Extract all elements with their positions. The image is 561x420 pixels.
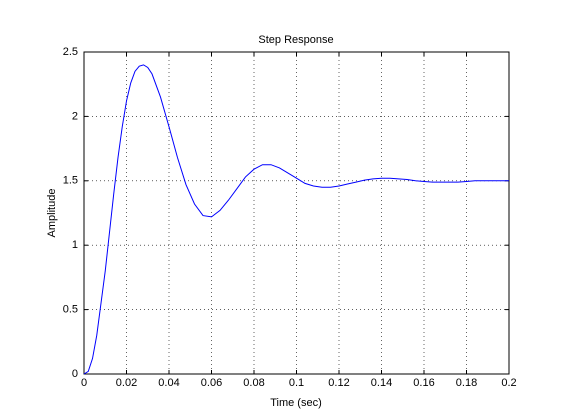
y-tick-label: 2.5 — [63, 46, 78, 58]
y-tick-label: 1.5 — [63, 175, 78, 187]
y-tick-label: 0.5 — [63, 304, 78, 316]
x-tick-label: 0 — [81, 377, 87, 389]
x-tick-label: 0.06 — [201, 377, 222, 389]
x-tick-label: 0.04 — [158, 377, 179, 389]
x-tick-label: 0.02 — [116, 377, 137, 389]
x-axis-label: Time (sec) — [270, 397, 322, 409]
x-tick-label: 0.12 — [328, 377, 349, 389]
x-tick-label: 0.16 — [413, 377, 434, 389]
x-tick-label: 0.08 — [243, 377, 264, 389]
x-tick-label: 0.14 — [371, 377, 392, 389]
y-tick-label: 0 — [72, 368, 78, 380]
x-tick-label: 0.18 — [456, 377, 477, 389]
x-tick-label: 0.2 — [501, 377, 516, 389]
y-tick-label: 2 — [72, 110, 78, 122]
y-axis-label: Amplitude — [46, 189, 58, 238]
line — [83, 64, 509, 375]
x-tick-label: 0.1 — [289, 377, 304, 389]
chart-title: Step Response — [258, 34, 333, 46]
y-tick-label: 1 — [72, 239, 78, 251]
